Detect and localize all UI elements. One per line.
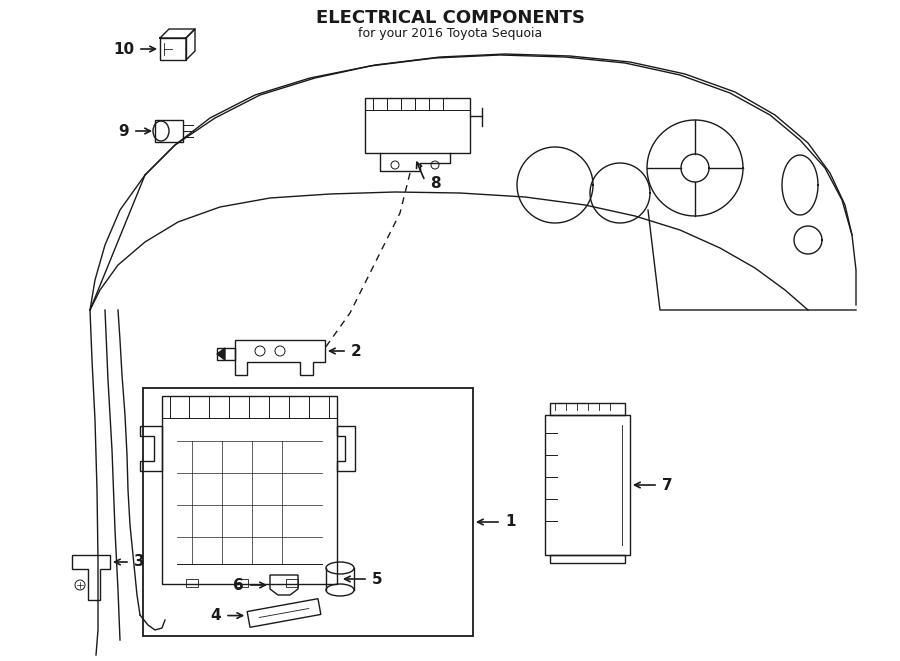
Text: 10: 10 [112,42,134,56]
Text: 4: 4 [211,608,221,623]
Text: 2: 2 [351,344,362,358]
Text: 8: 8 [430,176,441,190]
Text: ELECTRICAL COMPONENTS: ELECTRICAL COMPONENTS [316,9,584,27]
Text: 1: 1 [505,514,516,529]
Bar [550,555,625,563]
Text: 5: 5 [372,572,382,586]
Text: for your 2016 Toyota Sequoia: for your 2016 Toyota Sequoia [358,28,542,40]
Bar [186,579,198,587]
Bar [236,579,248,587]
Text: 3: 3 [134,555,145,570]
Bar [143,388,473,636]
Bar [286,579,298,587]
Text: 7: 7 [662,477,672,492]
Text: 9: 9 [119,124,129,139]
Polygon shape [217,348,225,360]
Bar [365,98,470,153]
Bar [550,403,625,415]
Bar [545,415,630,555]
Bar [160,38,186,60]
Text: 6: 6 [233,578,244,592]
Bar [162,396,337,584]
Bar [155,120,183,142]
